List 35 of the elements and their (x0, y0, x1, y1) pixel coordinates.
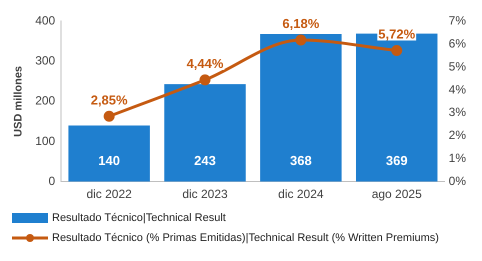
y-tick-label: 0 (48, 174, 56, 188)
y2-tick-label: 3% (448, 105, 466, 120)
bar (68, 125, 150, 182)
data-label: 243 (194, 153, 216, 168)
y-tick-label: 200 (35, 94, 56, 108)
bar (260, 34, 342, 182)
bar (164, 84, 246, 182)
y2-tick-label: 2% (448, 128, 466, 142)
y2-tick-label: 7% (448, 14, 466, 28)
data-label: 4,44% (186, 56, 224, 71)
y-tick-label: 400 (35, 14, 56, 28)
data-label: 2,85% (90, 92, 128, 108)
point (200, 74, 211, 86)
y-tick-label: 100 (35, 134, 56, 148)
x-tick-label: dic 2024 (278, 187, 324, 202)
legend-label: Resultado Técnico (% Primas Emitidas)|Technical Result (% Written Premiums) (52, 232, 439, 244)
x-tick-label: dic 2022 (86, 187, 132, 202)
point (295, 34, 306, 46)
x-tick-label: dic 2023 (182, 187, 228, 202)
point (104, 110, 115, 122)
y2-tick-label: 0% (448, 174, 466, 188)
x-tick-label: ago 2025 (372, 187, 422, 202)
legend-label: Resultado Técnico|Technical Result (52, 212, 226, 224)
data-label: 5,72% (378, 26, 416, 42)
y2-tick-label: 5% (448, 59, 466, 74)
data-label: 368 (290, 153, 312, 168)
y2-tick-label: 6% (448, 36, 466, 50)
y2-tick-label: 1% (448, 151, 466, 165)
y-tick-label: 300 (35, 54, 56, 68)
y2-tick-label: 4% (448, 82, 466, 96)
point (391, 45, 402, 56)
data-label: 140 (98, 153, 120, 168)
data-label: 369 (386, 153, 408, 168)
y-axis-title: USD millones (12, 66, 25, 137)
data-label: 6,18% (282, 16, 320, 32)
